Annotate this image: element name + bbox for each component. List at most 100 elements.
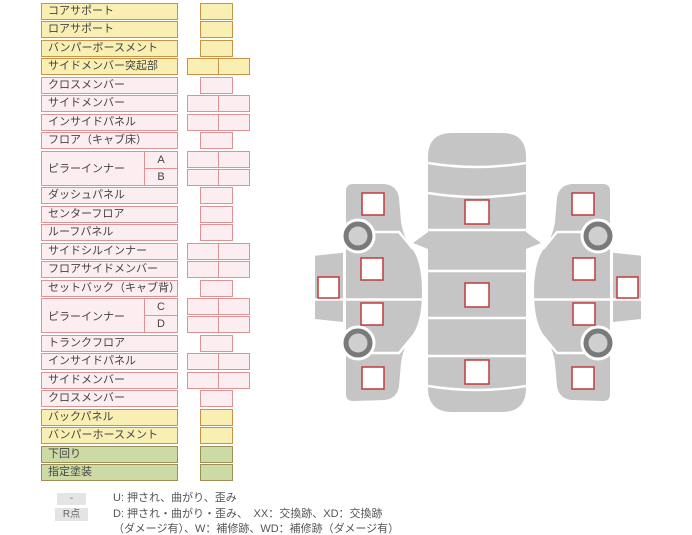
- damage-cell[interactable]: [200, 390, 233, 408]
- checkbox-right-rocker[interactable]: [616, 276, 639, 299]
- hood-front-line: [427, 191, 527, 199]
- part-label: センターフロア: [41, 205, 178, 223]
- table-row: トランクフロア: [41, 334, 250, 352]
- sub-label-d: D: [145, 315, 177, 332]
- damage-cell[interactable]: [200, 224, 233, 242]
- table-row: バンパーホースメント: [41, 427, 250, 445]
- table-row: センターフロア: [41, 205, 250, 223]
- checkbox-left-rocker[interactable]: [317, 276, 340, 299]
- damage-cell[interactable]: [200, 3, 233, 20]
- table-row: セットバック（キャブ背）: [41, 279, 250, 297]
- part-label: バンパーボースメント: [41, 39, 178, 57]
- damage-cell[interactable]: [200, 408, 233, 426]
- checkbox-right-rear-door[interactable]: [572, 302, 596, 326]
- damage-cell[interactable]: [188, 262, 218, 277]
- table-row: ルーフパネル: [41, 224, 250, 242]
- damage-cell[interactable]: [200, 205, 233, 223]
- part-label: インサイドパネル: [41, 113, 178, 131]
- sub-label-a: A: [157, 153, 165, 166]
- part-label: フロア（キャブ床）: [41, 132, 178, 150]
- table-row: ダッシュパネル: [41, 187, 250, 205]
- damage-cell[interactable]: [188, 299, 218, 314]
- part-label: バンパーホースメント: [41, 427, 178, 445]
- damage-cell[interactable]: [218, 96, 249, 112]
- damage-cell[interactable]: [188, 115, 218, 130]
- damage-cell[interactable]: [218, 59, 249, 75]
- checkbox-left-front-fender[interactable]: [361, 192, 385, 216]
- damage-cell[interactable]: [218, 243, 249, 259]
- part-label: ダッシュパネル: [41, 187, 178, 205]
- checkbox-roof[interactable]: [464, 282, 490, 308]
- part-label: サイドメンバー: [41, 95, 178, 113]
- rear-wheel-hub-icon: [348, 333, 368, 353]
- damage-cell[interactable]: [200, 279, 233, 297]
- damage-cell[interactable]: [218, 317, 249, 333]
- damage-cell[interactable]: [188, 244, 218, 259]
- table-row: インサイドパネル: [41, 113, 250, 131]
- table-row: サイドシルインナー: [41, 242, 250, 260]
- checkbox-left-rear-fender[interactable]: [361, 366, 385, 390]
- table-row: フロアサイドメンバー: [41, 261, 250, 279]
- part-label: ロアサポート: [41, 21, 178, 39]
- sub-label-b: B: [145, 167, 177, 185]
- damage-cell[interactable]: [200, 132, 233, 150]
- part-label: ピラーインナー: [42, 299, 145, 333]
- part-label: サイドシルインナー: [41, 242, 178, 260]
- damage-cell[interactable]: [200, 445, 233, 463]
- sub-label-c: C: [157, 301, 165, 314]
- damage-cell[interactable]: [188, 354, 218, 369]
- damage-cell[interactable]: [200, 427, 233, 445]
- checkbox-left-rear-door[interactable]: [360, 302, 384, 326]
- damage-cell[interactable]: [218, 262, 249, 278]
- table-row: サイドメンバー: [41, 95, 250, 113]
- part-label: サイドメンバー突起部: [41, 58, 178, 76]
- part-label: 下回り: [41, 445, 178, 463]
- table-row: インサイドパネル: [41, 353, 250, 371]
- table-row: 下回り: [41, 445, 250, 463]
- checkbox-right-front-door[interactable]: [572, 257, 596, 281]
- checkbox-right-front-fender[interactable]: [571, 192, 595, 216]
- damage-cell[interactable]: [200, 334, 233, 352]
- table-row: ロアサポート: [41, 21, 250, 39]
- table-row-group-pillar-inner-ab: ピラーインナー A B: [41, 150, 250, 186]
- damage-cell[interactable]: [188, 317, 218, 332]
- front-wheel-hub-icon: [348, 226, 368, 246]
- part-label: ピラーインナー: [42, 151, 145, 185]
- damage-cell[interactable]: [188, 373, 218, 388]
- damage-cell[interactable]: [218, 169, 249, 185]
- damage-cell[interactable]: [200, 76, 233, 94]
- table-row: 指定塗装: [41, 463, 250, 481]
- checkbox-left-front-door[interactable]: [360, 257, 384, 281]
- table-row: フロア（キャブ床）: [41, 132, 250, 150]
- damage-cell[interactable]: [200, 463, 233, 481]
- checkbox-right-rear-fender[interactable]: [571, 366, 595, 390]
- damage-cell[interactable]: [200, 187, 233, 205]
- part-label: クロスメンバー: [41, 76, 178, 94]
- table-row: バンパーボースメント: [41, 39, 250, 57]
- damage-cell[interactable]: [188, 152, 218, 167]
- damage-cell[interactable]: [200, 21, 233, 39]
- damage-cell[interactable]: [188, 59, 218, 74]
- table-row-group-pillar-inner-cd: ピラーインナー C D: [41, 298, 250, 334]
- car-body-top-view: [428, 133, 526, 412]
- parts-table: コアサポート ロアサポート バンパーボースメント サイドメンバー突起部 クロスメ…: [41, 3, 250, 481]
- legend-text-d: D: 押され・曲がり・歪み、 XX：交換跡、XD：交換跡: [113, 508, 383, 520]
- damage-cell[interactable]: [218, 299, 249, 314]
- checkbox-hood[interactable]: [464, 199, 490, 225]
- table-row: クロスメンバー: [41, 390, 250, 408]
- damage-cell[interactable]: [218, 354, 249, 370]
- legend-badge-r-point: R点: [55, 508, 88, 521]
- damage-cell[interactable]: [218, 372, 249, 388]
- damage-cell[interactable]: [218, 151, 249, 167]
- damage-cell[interactable]: [218, 114, 249, 130]
- part-label: インサイドパネル: [41, 353, 178, 371]
- damage-cell[interactable]: [188, 170, 218, 185]
- part-label: バックパネル: [41, 408, 178, 426]
- front-bumper-line: [427, 161, 527, 169]
- damage-cell[interactable]: [200, 39, 233, 57]
- top-view: [413, 133, 541, 412]
- damage-cell[interactable]: [188, 96, 218, 111]
- checkbox-trunk[interactable]: [464, 359, 490, 385]
- legend-badge-dash: -: [57, 493, 86, 505]
